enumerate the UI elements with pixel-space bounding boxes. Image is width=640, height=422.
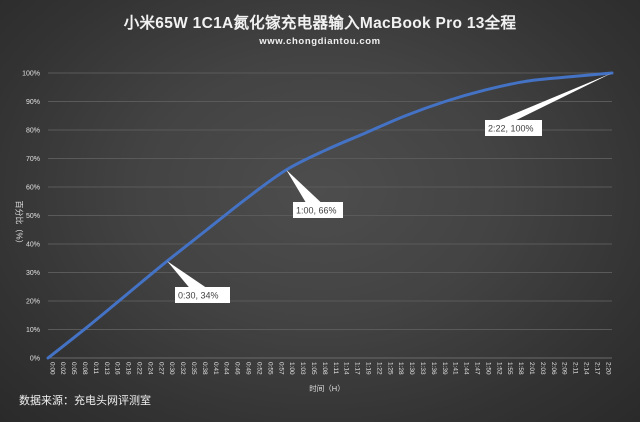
callout-label: 1:00, 66% [296, 206, 337, 216]
y-tick-label: 90% [26, 99, 40, 106]
x-tick-label: 2:20 [604, 362, 611, 375]
data-source: 数据来源：充电头网评测室 [19, 395, 151, 407]
x-tick-label: 1:52 [495, 362, 502, 375]
y-tick-label: 80% [26, 128, 40, 135]
x-tick-label: 1:58 [517, 362, 524, 375]
x-tick-label: 0:16 [114, 362, 121, 375]
x-tick-label: 1:33 [419, 362, 426, 375]
x-tick-label: 1:00 [288, 362, 295, 375]
x-tick-label: 0:27 [157, 362, 164, 375]
callout-box [175, 287, 230, 303]
x-tick-label: 1:05 [310, 362, 317, 375]
y-tick-label: 20% [26, 299, 40, 306]
y-tick-label: 0% [30, 356, 40, 363]
x-tick-label: 0:05 [70, 362, 77, 375]
x-tick-label: 2:14 [583, 362, 590, 375]
x-tick-label: 1:03 [299, 362, 306, 375]
x-axis-label: 时间（H） [309, 383, 344, 393]
x-tick-label: 0:55 [266, 362, 273, 375]
y-axis-ticks: 0% 10% 20% 30% 40% 50% 60% 70% 80% 90% 100% [22, 71, 40, 363]
y-tick-label: 10% [26, 327, 40, 334]
x-tick-label: 1:41 [452, 362, 459, 375]
x-tick-label: 0:57 [277, 362, 284, 375]
callout-box [485, 120, 542, 136]
x-tick-label: 0:13 [103, 362, 110, 375]
x-tick-label: 1:28 [397, 362, 404, 375]
x-tick-label: 1:47 [474, 362, 481, 375]
y-tick-label: 60% [26, 185, 40, 192]
x-tick-label: 0:52 [255, 362, 262, 375]
x-tick-label: 0:24 [146, 362, 153, 375]
x-tick-label: 0:32 [179, 362, 186, 375]
x-tick-label: 0:35 [190, 362, 197, 375]
x-tick-label: 0:02 [59, 362, 66, 375]
callout-pointer [167, 261, 206, 287]
x-tick-label: 1:25 [386, 362, 393, 375]
chart-subtitle: www.chongdiantou.com [259, 36, 381, 47]
x-tick-label: 1:50 [484, 362, 491, 375]
callout-label: 0:30, 34% [178, 291, 219, 301]
x-tick-label: 1:44 [463, 362, 470, 375]
y-tick-label: 30% [26, 270, 40, 277]
x-tick-label: 1:14 [343, 362, 350, 375]
x-tick-label: 2:09 [561, 362, 568, 375]
x-tick-label: 1:55 [506, 362, 513, 375]
x-tick-label: 0:46 [234, 362, 241, 375]
x-tick-label: 1:22 [375, 362, 382, 375]
data-annotations: 0:30, 34% 1:00, 66% 2:22, 100% [167, 73, 612, 303]
callout-pointer [499, 73, 612, 120]
callout-box [293, 202, 343, 218]
x-tick-label: 2:17 [593, 362, 600, 375]
x-tick-label: 0:30 [168, 362, 175, 375]
x-tick-label: 1:19 [364, 362, 371, 375]
y-tick-label: 70% [26, 156, 40, 163]
x-axis-ticks: 0:00 0:02 0:05 0:08 0:11 0:13 0:16 0:19 0:22 0:24… [48, 362, 611, 375]
callout-pointer [286, 169, 321, 202]
x-tick-label: 0:08 [81, 362, 88, 375]
x-tick-label: 2:01 [528, 362, 535, 375]
x-tick-label: 2:03 [539, 362, 546, 375]
x-tick-label: 0:41 [212, 362, 219, 375]
x-tick-label: 0:38 [201, 362, 208, 375]
x-tick-label: 2:06 [550, 362, 557, 375]
y-tick-label: 40% [26, 242, 40, 249]
x-tick-label: 1:17 [354, 362, 361, 375]
x-tick-label: 0:44 [223, 362, 230, 375]
chart-title: 小米65W 1C1A氮化镓充电器输入MacBook Pro 13全程 [123, 15, 517, 32]
x-tick-label: 0:22 [136, 362, 143, 375]
y-tick-label: 50% [26, 213, 40, 220]
x-tick-label: 0:19 [125, 362, 132, 375]
x-tick-label: 1:08 [321, 362, 328, 375]
x-tick-label: 1:30 [408, 362, 415, 375]
x-tick-label: 0:49 [245, 362, 252, 375]
x-tick-label: 0:11 [92, 362, 99, 375]
gridlines [48, 72, 612, 359]
y-tick-label: 100% [22, 71, 40, 78]
x-tick-label: 1:11 [332, 362, 339, 375]
x-tick-label: 1:36 [430, 362, 437, 375]
charge-curve [46, 71, 614, 360]
x-tick-label: 0:00 [48, 362, 55, 375]
callout-label: 2:22, 100% [488, 124, 534, 134]
x-tick-label: 2:11 [572, 362, 579, 375]
x-tick-label: 1:39 [441, 362, 448, 375]
